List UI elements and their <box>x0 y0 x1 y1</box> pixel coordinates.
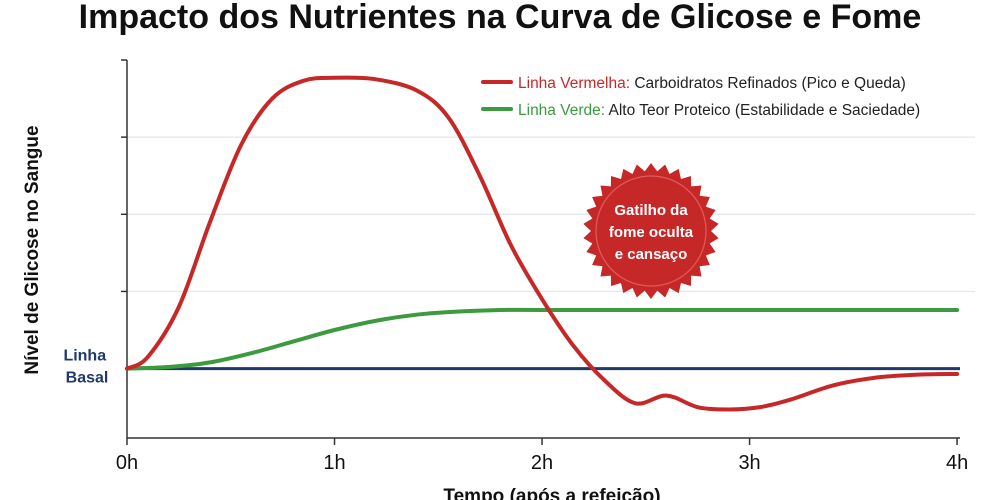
chart-title: Impacto dos Nutrientes na Curva de Glico… <box>79 0 922 36</box>
x-tick-label: 2h <box>531 452 553 474</box>
x-axis-title: Tempo (após a refeição) <box>443 486 660 500</box>
x-tick-label: 4h <box>946 452 968 474</box>
legend-entry: Linha Verde: Alto Teor Proteico (Estabil… <box>518 102 920 119</box>
x-ticks: 0h 1h 2h 3h 4h <box>116 438 968 474</box>
legend: Linha Vermelha: Carboidratos Refinados (… <box>481 75 920 119</box>
grid <box>127 136 975 293</box>
y-axis-title: Nível de Glicose no Sangue <box>22 125 43 374</box>
legend-entry: Linha Vermelha: Carboidratos Refinados (… <box>518 75 906 92</box>
legend-series-desc: Carboidratos Refinados (Pico e Queda) <box>630 75 906 92</box>
legend-series-name: Linha Verde: <box>518 102 605 119</box>
seal-text-line: Gatilho da <box>614 202 688 219</box>
x-tick-label: 0h <box>116 452 138 474</box>
seal-ring <box>595 175 707 287</box>
baseline-label-line2: Basal <box>66 370 109 387</box>
series-lines <box>125 75 960 412</box>
legend-series-name: Linha Vermelha: <box>518 75 630 92</box>
baseline-label: Linha Basal <box>63 348 110 387</box>
seal-text-line: e cansaço <box>615 246 688 263</box>
legend-series-desc: Alto Teor Proteico (Estabilidade e Sacie… <box>605 102 920 119</box>
series-line-red <box>125 75 960 412</box>
y-ticks <box>121 59 127 293</box>
annotation-seal: Gatilho da fome oculta e cansaço <box>583 163 719 299</box>
x-tick-label: 3h <box>738 452 760 474</box>
seal-shape <box>583 163 719 299</box>
series-line-green <box>125 307 960 371</box>
seal-text-line: fome oculta <box>609 224 694 241</box>
x-tick-label: 1h <box>323 452 345 474</box>
baseline-label-line1: Linha <box>63 348 106 365</box>
